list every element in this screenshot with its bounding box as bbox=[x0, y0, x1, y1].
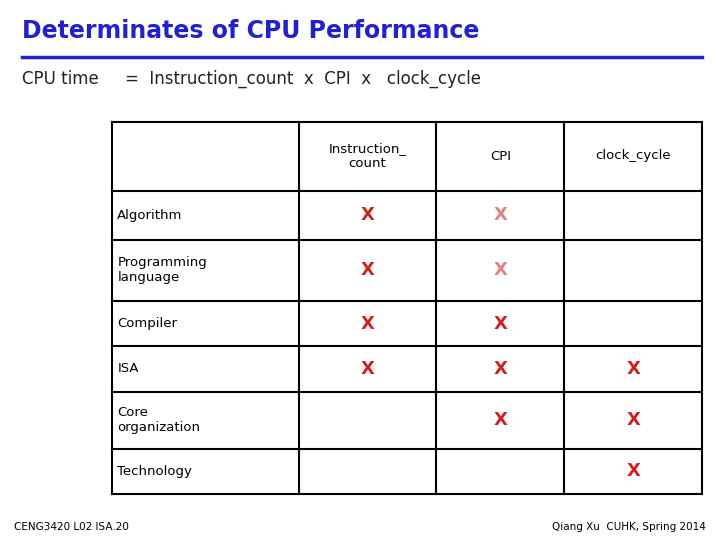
Text: CENG3420 L02 ISA.20: CENG3420 L02 ISA.20 bbox=[14, 522, 130, 532]
Text: Algorithm: Algorithm bbox=[117, 208, 183, 221]
Text: Determinates of CPU Performance: Determinates of CPU Performance bbox=[22, 19, 479, 43]
Text: clock_cycle: clock_cycle bbox=[595, 150, 671, 163]
Text: X: X bbox=[626, 360, 640, 378]
Text: X: X bbox=[361, 261, 374, 279]
Text: X: X bbox=[493, 360, 507, 378]
Text: Instruction_
count: Instruction_ count bbox=[328, 142, 406, 170]
Text: CPI: CPI bbox=[490, 150, 510, 163]
Text: X: X bbox=[361, 315, 374, 333]
Text: Compiler: Compiler bbox=[117, 317, 177, 330]
Text: Technology: Technology bbox=[117, 465, 192, 478]
Text: X: X bbox=[626, 462, 640, 481]
Text: Qiang Xu  CUHK, Spring 2014: Qiang Xu CUHK, Spring 2014 bbox=[552, 522, 706, 532]
Text: CPU time     =  Instruction_count  x  CPI  x   clock_cycle: CPU time = Instruction_count x CPI x clo… bbox=[22, 70, 481, 89]
Text: X: X bbox=[361, 360, 374, 378]
Text: Programming
language: Programming language bbox=[117, 256, 207, 285]
Text: X: X bbox=[361, 206, 374, 224]
Text: X: X bbox=[493, 206, 507, 224]
Text: X: X bbox=[493, 315, 507, 333]
Text: X: X bbox=[493, 261, 507, 279]
Text: ISA: ISA bbox=[117, 362, 139, 375]
Text: Core
organization: Core organization bbox=[117, 406, 200, 434]
Text: X: X bbox=[493, 411, 507, 429]
Text: X: X bbox=[626, 411, 640, 429]
